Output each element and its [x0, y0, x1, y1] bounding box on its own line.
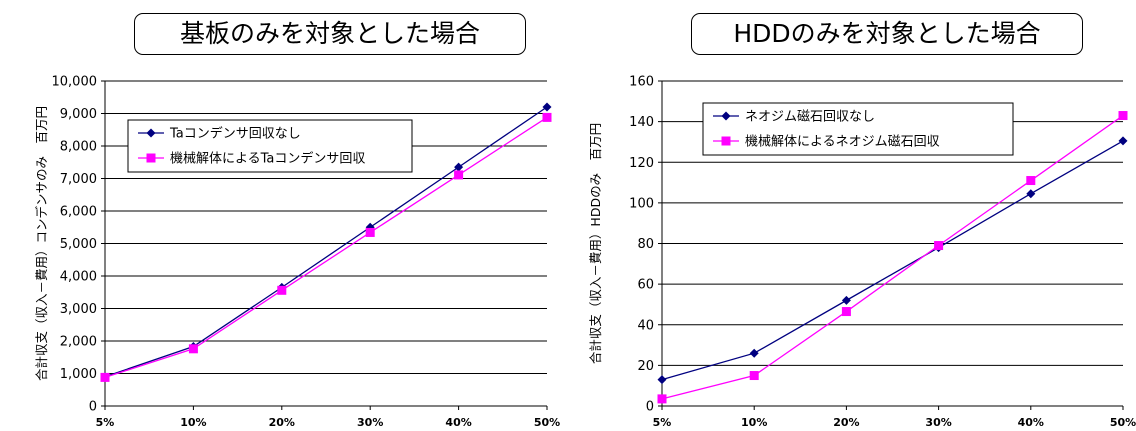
series-2-point: [188, 344, 198, 354]
legend-box: [127, 119, 413, 173]
series-2-point: [749, 371, 759, 381]
legend-marker: [146, 153, 156, 163]
series-2-point: [100, 372, 110, 382]
legend-label-1: ネオジム磁石回収なし: [745, 110, 875, 125]
y-tick-label: 140: [629, 115, 654, 130]
y-tick-label: 8,000: [60, 140, 97, 155]
series-1-point: [657, 375, 667, 385]
y-tick-label: 6,000: [60, 205, 97, 220]
y-axis-label: 合計収支（収入－費用）HDDのみ 百万円: [588, 123, 603, 364]
y-tick-label: 0: [89, 400, 97, 415]
series-2-point: [542, 112, 552, 122]
series-2-point: [934, 241, 944, 251]
legend-box: [702, 102, 1014, 156]
x-tick-label: 5%: [96, 416, 115, 429]
series-line-2: [104, 116, 548, 379]
y-axis-label: 合計収支（収入－費用）コンデンサのみ 百万円: [34, 106, 49, 381]
x-tick-label: 30%: [357, 416, 383, 429]
legend-label-1: Taコンデンサ回収なし: [169, 126, 301, 142]
y-tick-label: 2,000: [60, 335, 97, 350]
chart-right: 0 20 40 60 80 100 120 140 160 5% 10% 20% 30% 40% 50% 合計…: [588, 75, 1136, 430]
chart-title-left: 基板のみを対象とした場合: [134, 13, 526, 55]
series-1-point: [1026, 189, 1036, 199]
x-tick-label: 5%: [653, 416, 672, 429]
series-1-point: [454, 162, 464, 172]
series-1-point: [749, 348, 759, 358]
y-tick-label: 100: [629, 196, 654, 211]
series-1-point: [542, 102, 552, 112]
series-2-point: [454, 170, 464, 180]
x-tick-label: 10%: [741, 416, 767, 429]
series-2-point: [365, 227, 375, 237]
series-2-point: [841, 307, 851, 317]
legend-label-2: 機械解体によるネオジム磁石回収: [745, 135, 940, 150]
x-tick-label: 20%: [269, 416, 295, 429]
series-line-1: [104, 106, 548, 378]
chart-title-right: HDDのみを対象とした場合: [691, 13, 1083, 55]
series-line-2: [661, 114, 1124, 400]
x-tick-label: 10%: [180, 416, 206, 429]
chart-left: 0 1,000 2,000 3,000 4,000 5,000 6,000 7,000 8,00…: [34, 75, 560, 430]
y-tick-label: 40: [637, 318, 654, 333]
x-tick-label: 40%: [1018, 416, 1044, 429]
y-tick-label: 160: [629, 75, 654, 90]
legend-marker: [721, 111, 731, 121]
series-1-point: [1118, 136, 1128, 146]
y-tick-label: 1,000: [60, 367, 97, 382]
series-line-1: [661, 140, 1124, 381]
series-2-point: [1026, 176, 1036, 186]
y-tick-label: 60: [637, 278, 654, 293]
series-2-point: [657, 394, 667, 404]
y-tick-label: 10,000: [52, 75, 98, 90]
series-2-point: [277, 285, 287, 295]
y-tick-label: 4,000: [60, 270, 97, 285]
y-tick-label: 7,000: [60, 172, 97, 187]
y-tick-label: 120: [629, 156, 654, 171]
y-tick-label: 0: [646, 400, 654, 415]
x-tick-label: 30%: [925, 416, 951, 429]
y-tick-label: 20: [637, 359, 654, 374]
y-tick-label: 9,000: [60, 107, 97, 122]
x-tick-label: 40%: [445, 416, 471, 429]
y-tick-label: 3,000: [60, 302, 97, 317]
legend-marker: [146, 128, 156, 138]
legend-label-2: 機械解体によるTaコンデンサ回収: [170, 151, 365, 167]
x-tick-label: 50%: [1110, 416, 1136, 429]
chart-panel-left: 基板のみを対象とした場合 0 1,000 2,000 3,000 4,000 5,000 6…: [34, 13, 560, 430]
y-tick-label: 80: [637, 237, 654, 252]
series-1-point: [841, 295, 851, 305]
x-tick-label: 20%: [833, 416, 859, 429]
x-tick-label: 50%: [534, 416, 560, 429]
series-2-point: [1118, 111, 1128, 121]
chart-panel-right: HDDのみを対象とした場合 0 20 40 60 80 100 120 140 160 5% 10%…: [568, 0, 1136, 431]
legend-marker: [721, 136, 731, 146]
y-tick-label: 5,000: [60, 237, 97, 252]
